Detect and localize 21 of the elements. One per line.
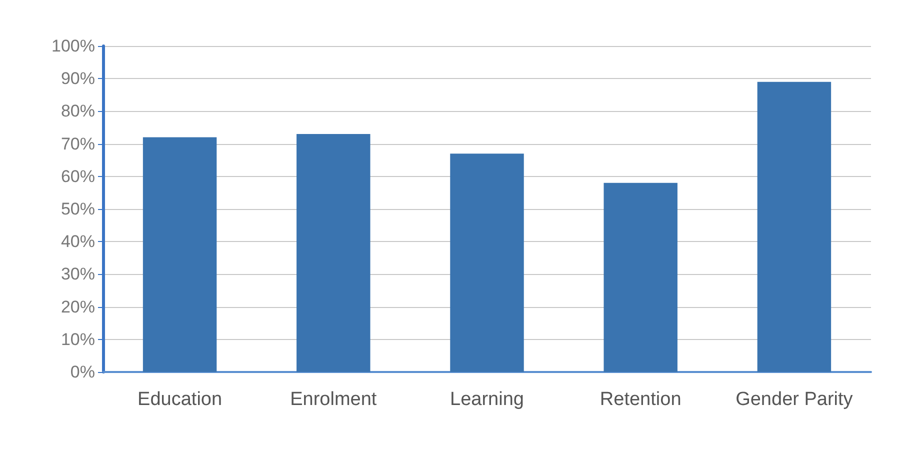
y-tick-label: 50% [60, 200, 95, 218]
y-tick-label: 30% [60, 264, 95, 284]
x-tick-label: Retention [600, 389, 682, 410]
bar [450, 154, 524, 372]
bar [757, 82, 832, 372]
bar [142, 137, 217, 372]
x-tick-label: Enrolment [290, 389, 378, 410]
x-tick-label: Gender Parity [736, 389, 854, 410]
bar [604, 182, 678, 372]
y-tick-label: 40% [60, 232, 95, 252]
y-tick-label: 20% [60, 297, 95, 316]
x-tick-label: Learning [450, 389, 524, 410]
y-tick-label: 0% [70, 362, 95, 382]
y-tick-label: 10% [60, 330, 95, 349]
y-tick-label: 90% [60, 69, 95, 88]
x-tick-label: Education [138, 389, 222, 410]
y-tick-label: 80% [60, 102, 95, 121]
bar [296, 134, 370, 372]
y-tick-label: 60% [60, 166, 95, 186]
y-tick-label: 100% [52, 36, 95, 56]
y-tick-label: 70% [60, 134, 95, 154]
